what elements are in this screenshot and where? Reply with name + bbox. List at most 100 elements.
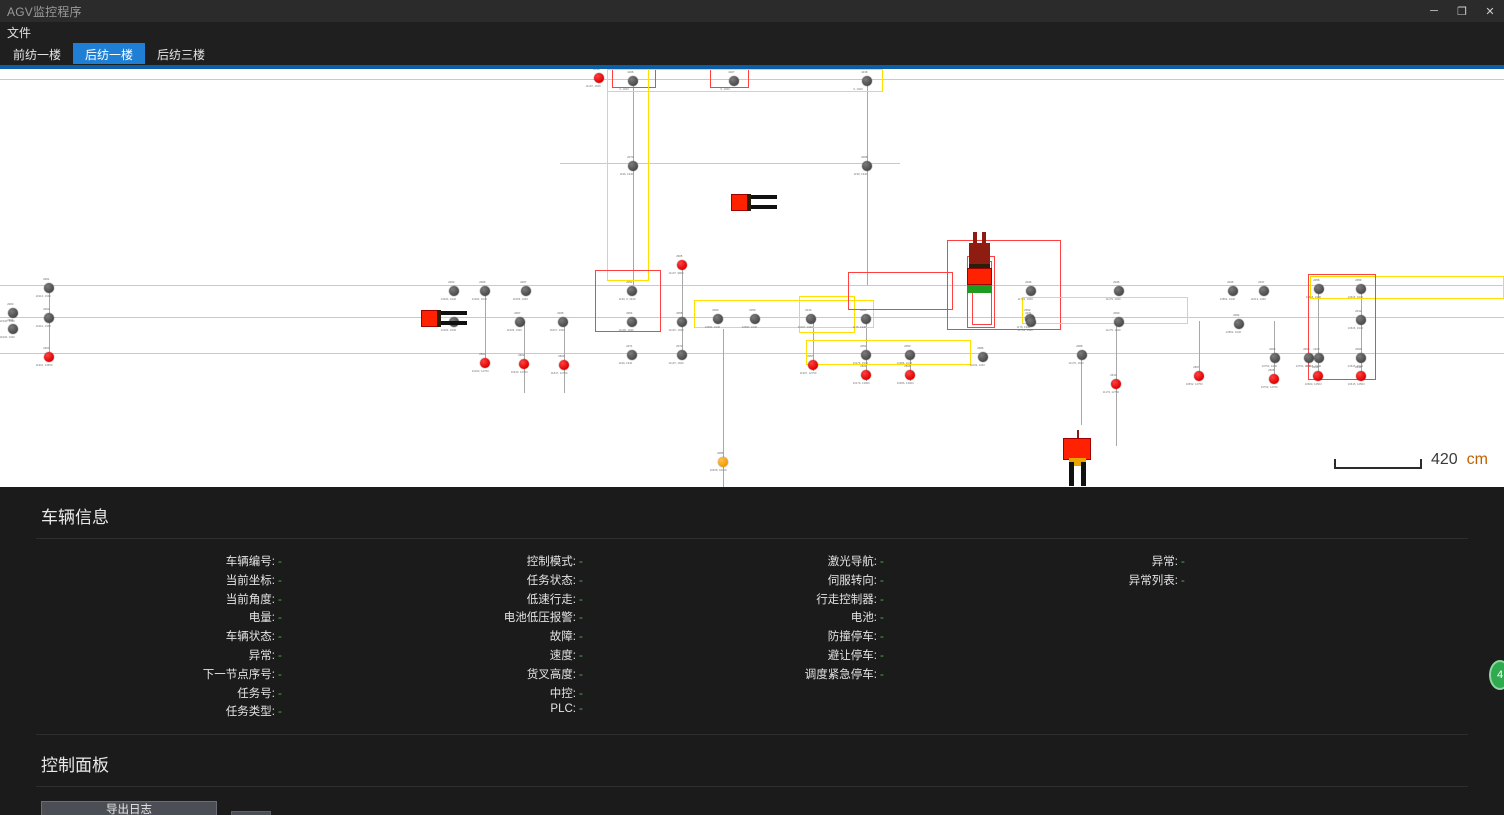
map-node[interactable] — [594, 73, 604, 83]
vehicle-info-label: 电池低压报警: — [503, 612, 576, 625]
map-node[interactable] — [677, 317, 687, 327]
map-node[interactable] — [1228, 286, 1238, 296]
map-node[interactable] — [521, 286, 531, 296]
map-node[interactable] — [677, 260, 687, 270]
map-node[interactable] — [1114, 317, 1124, 327]
map-node[interactable] — [1356, 284, 1366, 294]
map-node[interactable] — [44, 283, 54, 293]
vehicle-info-label: 任务号: — [237, 687, 275, 700]
map-node[interactable] — [627, 317, 637, 327]
map-node[interactable] — [1234, 319, 1244, 329]
map-node[interactable] — [1259, 286, 1269, 296]
vehicle-info-label: 防撞停车: — [827, 631, 877, 644]
map-node-id: 2608 — [1268, 368, 1275, 372]
vehicle-info-label: 低速行走: — [526, 593, 576, 606]
map-node-coord: 10940, 1940 — [440, 297, 457, 301]
map-node-id: 2054 — [626, 311, 633, 315]
map-node-id: 2050 — [904, 344, 911, 348]
map-node[interactable] — [1356, 371, 1366, 381]
map-node[interactable] — [1026, 286, 1036, 296]
map-node[interactable] — [519, 359, 529, 369]
map-node[interactable] — [713, 314, 723, 324]
map-node[interactable] — [559, 360, 569, 370]
map-node[interactable] — [861, 350, 871, 360]
vehicle-info-value: - — [579, 593, 583, 606]
map-node[interactable] — [1304, 353, 1314, 363]
map-node[interactable] — [750, 314, 760, 324]
map-node[interactable] — [718, 457, 728, 467]
map-node-id: 2056 — [676, 311, 683, 315]
map-node[interactable] — [1314, 284, 1324, 294]
map-node[interactable] — [8, 324, 18, 334]
map-node-id: 2100 — [1313, 347, 1320, 351]
vehicle-info-value: - — [278, 706, 282, 719]
vehicle-info-value: - — [579, 649, 583, 662]
restore-icon[interactable]: ❐ — [1457, 5, 1467, 18]
vehicle-info-label: 下一节点序号: — [202, 668, 275, 681]
map-node[interactable] — [480, 286, 490, 296]
window-controls: ─ ❐ ✕ — [1420, 0, 1504, 22]
map-zone-restricted — [947, 240, 1061, 330]
map-node[interactable] — [628, 161, 638, 171]
map-node[interactable] — [861, 314, 871, 324]
map-node[interactable] — [808, 360, 818, 370]
map-node[interactable] — [1114, 286, 1124, 296]
map-node-id: 2059 — [749, 308, 756, 312]
tab-houfang-1f[interactable]: 后纺一楼 — [73, 43, 146, 64]
map-node[interactable] — [1269, 374, 1279, 384]
map-node[interactable] — [1077, 350, 1087, 360]
tab-houfang-3f[interactable]: 后纺三楼 — [157, 47, 206, 62]
map-canvas[interactable]: 2001 11910, 1940 2002 11910, 1940 2403 11910,… — [0, 69, 1504, 487]
map-node[interactable] — [1356, 315, 1366, 325]
minimize-icon[interactable]: ─ — [1430, 5, 1438, 17]
agv-3-vehicle-icon[interactable] — [963, 232, 997, 304]
map-node-coord: 11910, 13650 — [35, 363, 53, 367]
map-node[interactable] — [905, 350, 915, 360]
agv-2-vehicle-icon[interactable] — [421, 306, 467, 332]
menu-item-file[interactable]: 文件 — [7, 26, 32, 40]
export-log-button[interactable]: 导出日志 — [41, 801, 217, 815]
edge-status-badge[interactable]: 4 — [1489, 660, 1504, 690]
map-node[interactable] — [44, 352, 54, 362]
map-node-id: 2072 — [676, 344, 683, 348]
map-node[interactable] — [978, 352, 988, 362]
agv-4-vehicle-icon[interactable] — [1063, 430, 1093, 486]
vehicle-info-label: 电池: — [850, 612, 877, 625]
map-node[interactable] — [558, 317, 568, 327]
map-node[interactable] — [449, 286, 459, 296]
map-node[interactable] — [1111, 379, 1121, 389]
map-node[interactable] — [677, 350, 687, 360]
map-node[interactable] — [1356, 353, 1366, 363]
map-node-coord: 9, 1940 — [720, 87, 730, 91]
map-node[interactable] — [1026, 317, 1036, 327]
map-node[interactable] — [627, 286, 637, 296]
map-node[interactable] — [1194, 371, 1204, 381]
secondary-button-partial[interactable] — [231, 811, 271, 815]
map-node[interactable] — [480, 358, 490, 368]
close-icon[interactable]: ✕ — [1485, 5, 1495, 18]
map-node[interactable] — [1270, 353, 1280, 363]
map-node-id: 2094 — [1233, 313, 1240, 317]
tab-qianfang-1f[interactable]: 前纺一楼 — [13, 47, 62, 62]
map-node[interactable] — [44, 313, 54, 323]
map-node[interactable] — [1314, 353, 1324, 363]
scale-bar-line — [1333, 459, 1422, 469]
map-node[interactable] — [806, 314, 816, 324]
map-node-coord: 10690, 1940 — [741, 325, 758, 329]
map-node-id: 1026 — [627, 70, 634, 74]
map-node[interactable] — [515, 317, 525, 327]
map-node[interactable] — [729, 76, 739, 86]
vehicle-info-label: 异常: — [248, 649, 275, 662]
map-node[interactable] — [862, 76, 872, 86]
map-node[interactable] — [1313, 371, 1323, 381]
vehicle-info-value: - — [579, 612, 583, 625]
map-node[interactable] — [862, 161, 872, 171]
map-node-coord: 10615, 1940 — [1347, 364, 1364, 368]
map-node[interactable] — [628, 76, 638, 86]
map-node[interactable] — [8, 308, 18, 318]
map-node[interactable] — [627, 350, 637, 360]
map-node[interactable] — [861, 370, 871, 380]
agv-1-vehicle-icon[interactable] — [731, 190, 777, 216]
map-node[interactable] — [905, 370, 915, 380]
vehicle-info-label: 车辆编号: — [225, 556, 275, 568]
